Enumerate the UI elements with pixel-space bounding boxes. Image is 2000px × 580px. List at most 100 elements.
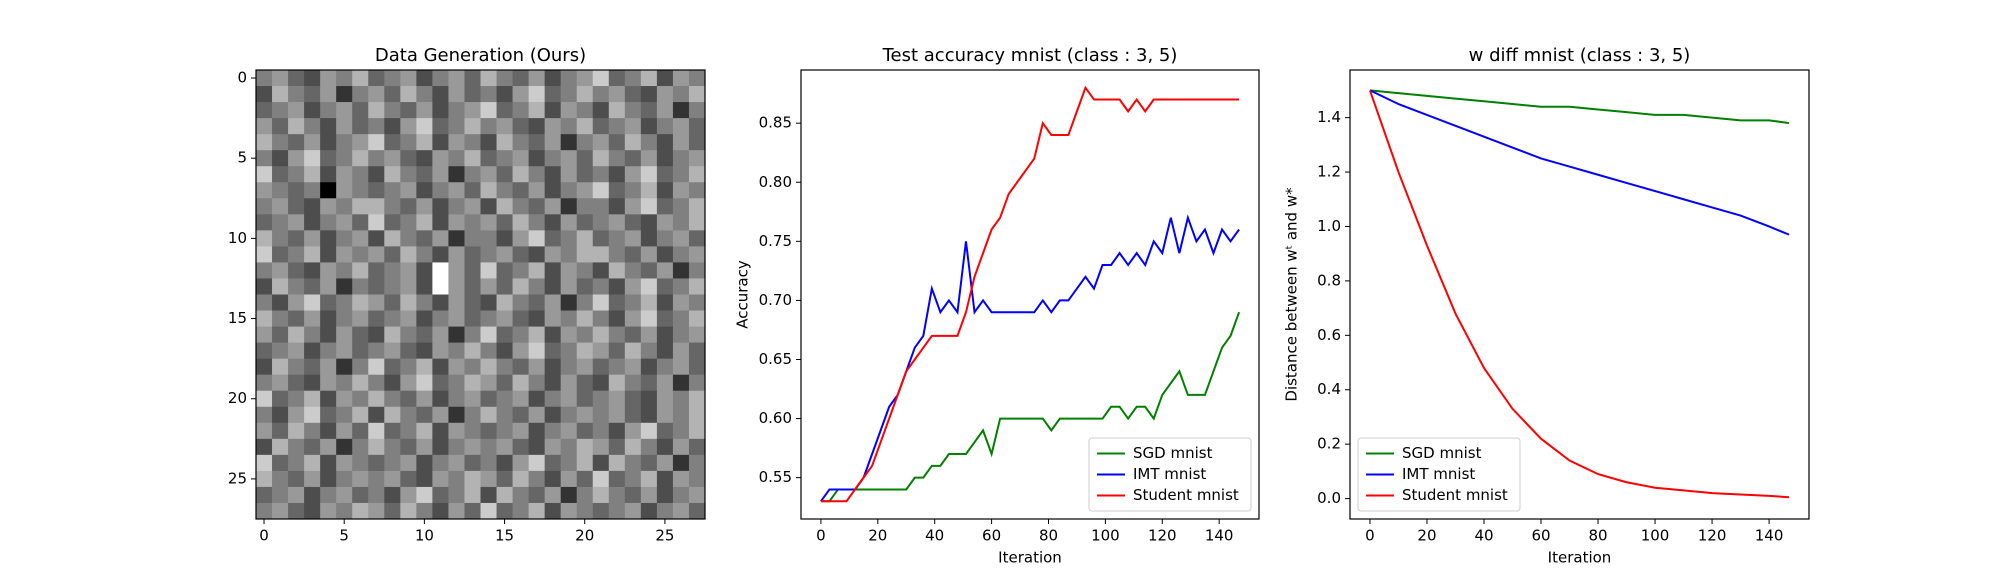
heatmap-cell [544, 118, 562, 135]
heatmap-cell [368, 262, 385, 279]
heatmap-cell [432, 294, 449, 311]
heatmap-cell [320, 262, 337, 279]
heatmap-cell [480, 438, 497, 456]
heatmap-cell [576, 230, 594, 247]
heatmap-cell [640, 342, 658, 360]
heatmap-cell [320, 438, 337, 456]
heatmap-cell [400, 374, 417, 392]
heatmap-cell [672, 278, 690, 295]
heatmap-cell [496, 342, 513, 360]
heatmap-cell [448, 118, 465, 135]
heatmap-cell [320, 118, 337, 135]
heatmap-cell [336, 246, 353, 263]
heatmap-cell [400, 86, 417, 103]
heatmap-cell [592, 342, 610, 360]
plot-frame [1349, 69, 1810, 520]
heatmap-cell [416, 150, 433, 167]
heatmap-cell [336, 134, 353, 151]
heatmap-cell [528, 230, 546, 247]
heatmap-cell [432, 454, 449, 472]
heatmap-cell [544, 470, 562, 488]
heatmap-cell [416, 198, 433, 215]
heatmap-cell [512, 262, 530, 279]
x-tick-label: 10 [415, 527, 434, 545]
heatmap-cell [368, 182, 385, 199]
heatmap-cell [560, 182, 578, 199]
heatmap-cell [608, 438, 626, 456]
heatmap-cell [544, 310, 562, 327]
heatmap-cell [272, 230, 289, 247]
heatmap-cell [288, 246, 305, 263]
heatmap-cell [624, 166, 642, 183]
heatmap-cell [608, 198, 626, 215]
heatmap-cell [352, 486, 369, 504]
heatmap-cell [624, 150, 642, 167]
chart-title: w diff mnist (class : 3, 5) [1469, 45, 1691, 66]
heatmap-cell [560, 150, 578, 167]
heatmap-cell [320, 294, 337, 311]
heatmap-cell [672, 342, 690, 360]
heatmap-cell [448, 70, 465, 87]
heatmap-cell [672, 166, 690, 183]
heatmap-cell [256, 150, 273, 167]
heatmap-cell [320, 342, 337, 360]
heatmap-cell [336, 438, 353, 456]
heatmap-cell [400, 486, 417, 504]
heatmap-cell [592, 246, 610, 263]
heatmap-cell [640, 486, 658, 504]
heatmap-cell [528, 262, 546, 279]
heatmap-cell [336, 358, 353, 376]
heatmap-cell [656, 70, 674, 87]
heatmap-cell [384, 422, 401, 440]
heatmap-cell [640, 502, 658, 520]
heatmap-cell [464, 150, 481, 167]
heatmap-cell [640, 198, 658, 215]
heatmap-cell [368, 198, 385, 215]
heatmap-cell [544, 326, 562, 344]
heatmap-cell [352, 326, 369, 344]
heatmap-cell [480, 214, 497, 231]
heatmap-cell [688, 470, 706, 488]
heatmap-cell [464, 438, 481, 456]
heatmap-cell [592, 150, 610, 167]
heatmap-cell [656, 230, 674, 247]
heatmap-cell [256, 486, 273, 504]
heatmap-cell [624, 358, 642, 376]
heatmap-cell [400, 198, 417, 215]
heatmap-cell [288, 102, 305, 119]
heatmap-cell [624, 342, 642, 360]
heatmap-cell [320, 406, 337, 424]
heatmap-cell [640, 182, 658, 199]
x-tick-label: 5 [339, 527, 349, 545]
heatmap-cell [448, 406, 465, 424]
heatmap-cell [624, 486, 642, 504]
heatmap-cell [576, 150, 594, 167]
heatmap-cell [688, 230, 706, 247]
heatmap-cell [320, 374, 337, 392]
heatmap-cell [688, 326, 706, 344]
heatmap-cell [688, 182, 706, 199]
heatmap-cell [640, 134, 658, 151]
y-tick-label: 1.2 [1317, 163, 1341, 181]
heatmap-cell [416, 454, 433, 472]
heatmap-cell [272, 438, 289, 456]
heatmap-cell [560, 422, 578, 440]
heatmap-cell [432, 102, 449, 119]
heatmap-cell [416, 502, 433, 520]
heatmap-cell [272, 134, 289, 151]
heatmap-cell [688, 358, 706, 376]
heatmap-cell [656, 134, 674, 151]
heatmap-cell [624, 198, 642, 215]
heatmap-cell [336, 454, 353, 472]
heatmap-cell [576, 86, 594, 103]
heatmap-cell [512, 150, 530, 167]
heatmap-cell [416, 326, 433, 344]
heatmap-cell [368, 278, 385, 295]
heatmap-cell [672, 182, 690, 199]
heatmap-cell [368, 438, 385, 456]
heatmap-cell [688, 310, 706, 327]
heatmap-cell [592, 198, 610, 215]
heatmap-cell [352, 342, 369, 360]
heatmap-cell [416, 86, 433, 103]
